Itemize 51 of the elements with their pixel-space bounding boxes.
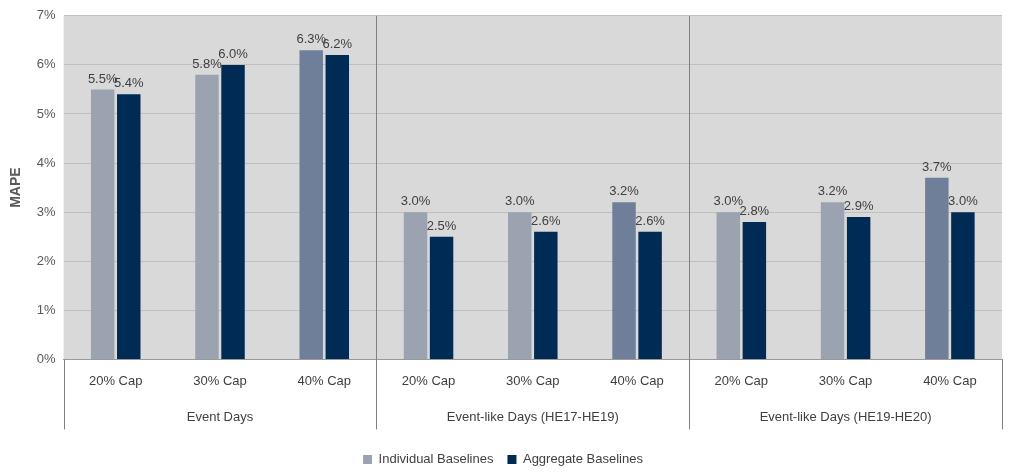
x-tick-label: 30% Cap	[506, 372, 560, 388]
bar	[951, 212, 975, 359]
data-label: 3.2%	[609, 183, 640, 199]
x-tick-label: 30% Cap	[193, 372, 247, 388]
bar	[221, 64, 245, 359]
bar	[846, 217, 871, 359]
x-tick-label: 40% Cap	[923, 372, 977, 388]
y-tick-label: 6%	[36, 56, 57, 72]
x-tick-label: 40% Cap	[610, 372, 664, 388]
bar	[612, 202, 636, 359]
y-tick-label: 2%	[36, 252, 57, 268]
bar	[638, 231, 662, 359]
y-tick-label: 7%	[36, 7, 57, 23]
text: Event Days	[186, 408, 254, 424]
data-label: 2.9%	[843, 198, 874, 214]
x-tick-label: 20% Cap	[88, 372, 143, 388]
text: Event-like Days (HE17-HE19)	[446, 408, 619, 424]
data-label: 3.0%	[504, 193, 536, 209]
legend-label: Aggregate Baselines	[522, 451, 644, 467]
bar	[534, 231, 558, 359]
bar	[429, 236, 454, 359]
bar	[716, 212, 741, 359]
bar	[403, 212, 428, 359]
data-label: 2.5%	[426, 217, 457, 233]
y-tick-label: 1%	[36, 301, 57, 317]
y-tick-label: 0%	[36, 350, 57, 366]
y-axis-title: MAPE	[7, 167, 24, 208]
data-label: 2.6%	[635, 212, 666, 228]
data-label: 3.0%	[400, 193, 431, 209]
data-label: 3.0%	[948, 193, 979, 209]
data-label: 3.7%	[922, 158, 953, 174]
bar	[195, 74, 219, 359]
y-tick-label: 5%	[36, 105, 57, 121]
x-tick-label: 20% Cap	[401, 372, 456, 388]
x-tick-label: 30% Cap	[818, 372, 873, 388]
text: Event-like Days (HE19-HE20)	[759, 408, 932, 424]
x-tick-label: 20% Cap	[714, 372, 769, 388]
x-tick-label: 40% Cap	[297, 372, 351, 388]
bar	[925, 177, 949, 359]
bar	[90, 89, 115, 359]
legend-label: Individual Baselines	[378, 451, 494, 467]
data-label: 2.6%	[531, 212, 562, 228]
y-tick-label: 3%	[36, 203, 57, 219]
bar	[299, 50, 323, 359]
bar	[820, 202, 845, 359]
bar	[325, 55, 350, 359]
bar	[742, 221, 767, 359]
y-tick-label: 4%	[36, 154, 57, 170]
bar	[508, 212, 532, 359]
data-label: 3.2%	[817, 183, 848, 199]
bar	[117, 94, 141, 359]
